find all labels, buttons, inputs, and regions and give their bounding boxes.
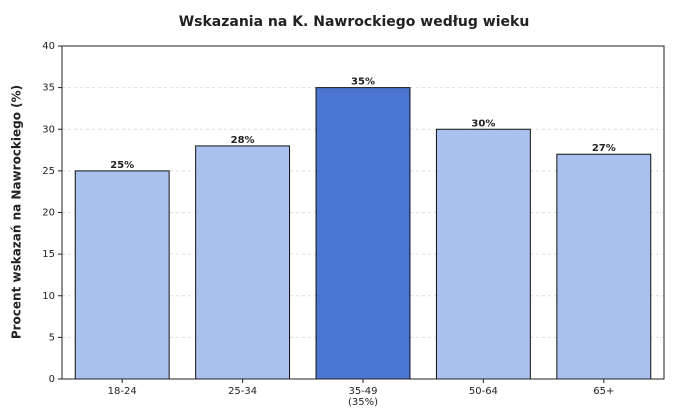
y-tick-label: 0 [49,374,55,385]
y-tick-label: 30 [42,124,55,135]
value-label: 35% [351,77,375,88]
bar [195,145,291,380]
y-tick-label: 35 [42,83,55,94]
x-tick-label: 50-64 [469,386,498,397]
x-tick-label: 65+ [593,386,614,397]
y-tick-label: 15 [42,249,55,260]
value-label: 28% [231,135,255,146]
value-label: 30% [471,118,495,129]
bar [435,128,531,380]
value-label: 27% [592,143,616,154]
value-label: 25% [110,160,134,171]
y-tick-label: 20 [42,208,55,219]
plot-frame [61,45,665,380]
y-axis-label: Procent wskazań na Nawrockiego (%) [10,85,24,339]
y-tick-label: 5 [49,332,55,343]
x-tick-label: 35-49 (35%) [348,386,378,408]
x-tick-label: 18-24 [108,386,137,397]
bar [74,170,170,380]
chart-title: Wskazania na K. Nawrockiego według wieku [179,14,530,30]
bar [315,87,411,380]
bar [556,153,652,380]
y-tick-label: 40 [42,41,55,52]
y-tick-label: 10 [42,291,55,302]
x-tick-label: 25-34 [228,386,257,397]
y-tick-label: 25 [42,166,55,177]
